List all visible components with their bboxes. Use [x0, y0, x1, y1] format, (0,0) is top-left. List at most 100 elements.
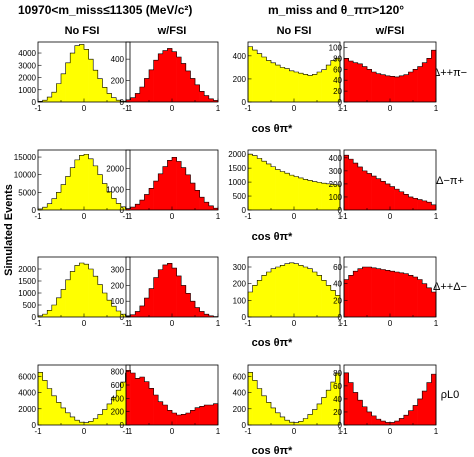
- x-tick-label: 0: [82, 212, 87, 221]
- histogram-outline: [343, 154, 437, 210]
- x-tick-label: 0: [170, 319, 175, 328]
- histogram-bar: [307, 268, 313, 317]
- histogram-bar: [380, 181, 386, 210]
- y-tick-label: 0: [120, 98, 125, 107]
- histogram-bar: [185, 174, 191, 210]
- histogram-bar: [252, 155, 258, 210]
- histogram-bar: [275, 412, 281, 425]
- y-tick-label: 200: [233, 75, 247, 84]
- histogram-bar: [284, 420, 290, 425]
- histogram-bar: [431, 50, 437, 102]
- histogram-bar: [367, 69, 372, 102]
- row-label-3: Δ++Δ−: [433, 281, 467, 293]
- histogram-bar: [153, 181, 159, 210]
- x-tick-label: 0: [170, 212, 175, 221]
- y-axis-label: Simulated Events: [3, 184, 15, 276]
- histogram-outline: [247, 153, 341, 210]
- y-tick-label: 0: [32, 98, 37, 107]
- histogram-bar: [317, 275, 322, 317]
- histogram-bar: [74, 159, 80, 210]
- y-tick-label: 4000: [18, 49, 36, 58]
- histogram-bar: [275, 65, 281, 102]
- histogram-bar: [271, 62, 276, 102]
- histogram-bar: [111, 198, 117, 210]
- x-tick-label: 1: [128, 104, 133, 113]
- histogram-bar: [107, 300, 112, 317]
- histogram-bar: [181, 63, 187, 102]
- histogram-bar: [257, 280, 263, 317]
- histogram-bar: [394, 76, 400, 102]
- y-tick-label: 0: [242, 313, 247, 322]
- histogram-bar: [294, 422, 299, 425]
- histogram-bar: [84, 154, 89, 210]
- histogram-bar: [120, 382, 126, 425]
- histogram-bar: [280, 416, 286, 425]
- histogram-bar: [153, 60, 159, 102]
- histogram-bar: [120, 101, 126, 102]
- histogram-bar: [195, 407, 200, 425]
- histogram-bar: [162, 264, 168, 317]
- histogram-outline: [37, 262, 131, 317]
- histogram-bar: [280, 171, 286, 210]
- histogram-bar: [390, 422, 395, 425]
- x-tick-label: 0: [388, 427, 393, 436]
- histogram-bar: [261, 161, 267, 210]
- histogram-bar: [167, 160, 173, 210]
- x-tick-label: 1: [216, 212, 221, 221]
- histogram-bar: [38, 208, 43, 210]
- histogram-bar: [51, 92, 57, 102]
- histogram-bar: [257, 53, 263, 102]
- histogram-bar: [298, 73, 304, 102]
- histogram-bar: [376, 73, 382, 102]
- y-tick-label: 400: [233, 389, 247, 398]
- histogram-bar: [93, 165, 99, 210]
- histogram-bar: [213, 403, 219, 425]
- histogram-bar: [70, 416, 76, 425]
- histogram-bar: [371, 176, 377, 210]
- histogram-bar: [172, 51, 177, 102]
- histogram-bar: [47, 388, 53, 425]
- y-tick-label: 1000: [18, 86, 36, 95]
- histogram-bar: [79, 422, 85, 425]
- y-tick-label: 1500: [18, 277, 36, 286]
- histogram-bar: [38, 372, 43, 425]
- histogram-bar: [213, 100, 219, 102]
- histogram-bar: [408, 275, 414, 317]
- histogram-bar: [413, 277, 418, 317]
- histogram-bar: [84, 49, 89, 102]
- histogram-bar: [56, 83, 62, 102]
- histogram-bar: [167, 410, 173, 425]
- x-tick-label: -1: [34, 319, 42, 328]
- histogram-bar: [422, 391, 428, 425]
- x-tick-label: -1: [34, 212, 42, 221]
- histogram-bar: [399, 75, 405, 102]
- histogram-bar: [195, 190, 200, 210]
- histogram-bar: [116, 203, 122, 210]
- x-tick-label: 0: [292, 212, 297, 221]
- col-title-1: No FSI: [65, 25, 100, 37]
- histogram-bar: [135, 311, 141, 317]
- histogram-bar: [426, 202, 432, 210]
- histogram-bar: [38, 315, 43, 317]
- histogram-bar: [371, 267, 377, 317]
- header-left: 10970<m_miss≤11305 (MeV/c²): [18, 3, 192, 17]
- y-tick-label: 300: [329, 167, 343, 176]
- x-tick-label: 1: [338, 319, 343, 328]
- x-tick-label: -1: [34, 427, 42, 436]
- histogram-bar: [390, 76, 395, 102]
- row-label-1: Δ++π−: [433, 67, 467, 79]
- histogram-bar: [413, 69, 418, 102]
- histogram-bar: [275, 169, 281, 210]
- histogram-bar: [204, 314, 210, 317]
- histogram-bar: [330, 60, 336, 102]
- histogram-bar: [266, 402, 272, 425]
- x-tick-label: -1: [340, 212, 348, 221]
- y-tick-label: 0: [120, 206, 125, 215]
- histogram-bar: [330, 290, 336, 317]
- histogram-bar: [335, 373, 341, 425]
- histogram-bar: [394, 189, 400, 210]
- histogram-bar: [208, 405, 214, 425]
- histogram-bar: [284, 173, 290, 210]
